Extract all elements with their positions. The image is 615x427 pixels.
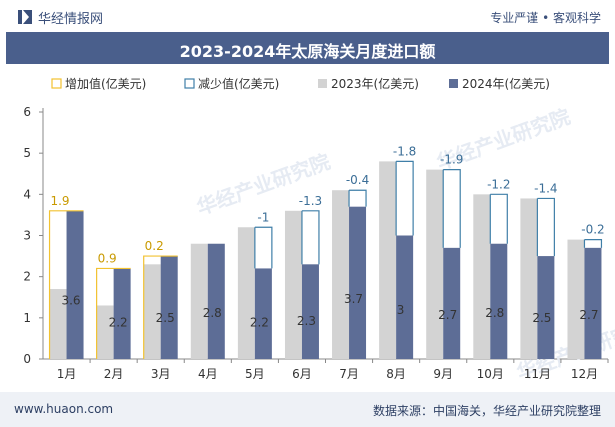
bar-2023 <box>49 289 67 359</box>
x-tick-label: 11月 <box>524 367 551 381</box>
legend-label-y2023: 2023年(亿美元) <box>331 76 419 91</box>
value-label-2024: 2.7 <box>579 308 598 322</box>
decrease-outline <box>254 226 273 269</box>
bar-2024 <box>207 243 225 359</box>
change-label: -1.9 <box>440 153 463 167</box>
legend-label-y2024: 2024年(亿美元) <box>462 76 550 91</box>
logo-icon <box>18 10 32 24</box>
y-tick-label: 1 <box>23 311 31 325</box>
y-tick-label: 4 <box>23 187 31 201</box>
bars <box>48 160 603 359</box>
x-tick-label: 8月 <box>386 367 406 381</box>
y-tick-label: 0 <box>23 352 31 366</box>
bar-2023 <box>143 264 161 359</box>
x-tick-label: 3月 <box>151 367 171 381</box>
bar-2023 <box>426 169 444 359</box>
change-label: -1.8 <box>393 144 416 158</box>
legend-label-decrease: 减少值(亿美元) <box>198 76 279 91</box>
bar-2024 <box>584 247 602 359</box>
legend-swatch-y2023 <box>318 79 327 88</box>
data-labels: 1.9 3.6 0.9 2.2 0.2 2.5 2.8 -1 2.2 -1.3 2.3 -0.4 3.7… <box>50 144 604 329</box>
legend: 增加值(亿美元) 减少值(亿美元) 2023年(亿美元) 2024年(亿美元) <box>51 76 550 91</box>
change-label: -0.4 <box>346 173 369 187</box>
bar-2023 <box>332 190 350 359</box>
bar-2023 <box>567 239 585 359</box>
increase-outline <box>143 255 178 359</box>
y-tick-label: 3 <box>23 229 31 243</box>
value-label-2024: 2.5 <box>532 311 551 325</box>
bar-2023 <box>190 243 208 359</box>
bar-2024 <box>537 256 555 359</box>
legend-swatch-decrease <box>184 78 195 89</box>
decrease-outline <box>349 189 367 207</box>
data-source: 数据来源：中国海关，华经产业研究院整理 <box>372 404 601 418</box>
change-label: -1.4 <box>534 181 557 195</box>
y-tick-label: 5 <box>23 146 31 160</box>
bar-2024 <box>349 206 367 359</box>
bar-2024 <box>301 264 319 359</box>
footer: www.huaon.com 数据来源：中国海关，华经产业研究院整理 <box>0 392 615 427</box>
change-label: 0.9 <box>98 251 117 265</box>
brand-name: 华经情报网 <box>38 12 104 27</box>
change-label: -1 <box>257 210 269 224</box>
value-label-2024: 2.8 <box>485 306 504 320</box>
y-tick-label: 6 <box>23 105 31 119</box>
legend-swatch-increase <box>51 78 62 89</box>
bar-2023 <box>237 227 255 359</box>
bar-2023 <box>520 198 538 359</box>
y-tick-label: 2 <box>23 270 31 284</box>
bar-2024 <box>396 235 414 359</box>
website-link[interactable]: www.huaon.com <box>14 402 114 416</box>
bar-2024 <box>254 268 272 359</box>
value-label-2024: 3.7 <box>344 292 363 306</box>
bar-2023 <box>96 305 114 359</box>
change-label: -0.2 <box>581 223 604 237</box>
bar-2024 <box>160 256 178 359</box>
increase-outline <box>96 267 131 359</box>
value-label-2024: 2.5 <box>156 311 175 325</box>
decrease-outline <box>396 160 414 236</box>
x-tick-label: 10月 <box>477 367 504 381</box>
bar-2024 <box>66 210 84 359</box>
bar-2024 <box>113 268 131 359</box>
x-tick-label: 9月 <box>433 367 453 381</box>
value-label-2024: 2.3 <box>297 314 316 328</box>
slogan: 专业严谨 • 客观科学 <box>490 11 601 25</box>
bar-2023 <box>284 210 302 359</box>
x-tick-label: 12月 <box>571 367 598 381</box>
x-tick-label: 5月 <box>245 367 265 381</box>
decrease-outline <box>537 197 555 257</box>
legend-swatch-y2024 <box>449 79 458 88</box>
title-bar: 2023-2024年太原海关月度进口额 <box>6 32 609 64</box>
decrease-outline <box>301 210 320 265</box>
change-label: 1.9 <box>50 194 69 208</box>
top-bar: 华经情报网 专业严谨 • 客观科学 <box>0 0 615 32</box>
bar-2023 <box>379 161 397 359</box>
bar-2024 <box>490 243 508 359</box>
legend-label-increase: 增加值(亿美元) <box>65 76 146 91</box>
change-label: 0.2 <box>145 239 164 253</box>
watermark-text: 华经产业研究院 <box>194 149 334 219</box>
x-tick-label: 7月 <box>339 367 359 381</box>
change-label: -1.3 <box>299 194 322 208</box>
value-label-2024: 2.2 <box>109 316 128 330</box>
x-tick-label: 6月 <box>292 367 312 381</box>
increase-outline <box>48 210 84 359</box>
value-label-2024: 2.8 <box>203 306 222 320</box>
decrease-outline <box>490 193 508 244</box>
x-tick-label: 1月 <box>57 367 77 381</box>
x-tick-label: 2月 <box>104 367 124 381</box>
decrease-outline <box>584 239 603 248</box>
x-tick-label: 4月 <box>198 367 218 381</box>
bar-2024 <box>443 247 461 359</box>
value-label-2024: 2.2 <box>250 316 269 330</box>
chart-title: 2023-2024年太原海关月度进口额 <box>179 42 436 61</box>
value-label-2024: 3 <box>397 303 405 317</box>
change-label: -1.2 <box>487 177 510 191</box>
bar-2023 <box>473 194 491 359</box>
decrease-outline <box>443 169 461 248</box>
value-label-2024: 2.7 <box>438 308 457 322</box>
value-label-2024: 3.6 <box>61 294 80 308</box>
